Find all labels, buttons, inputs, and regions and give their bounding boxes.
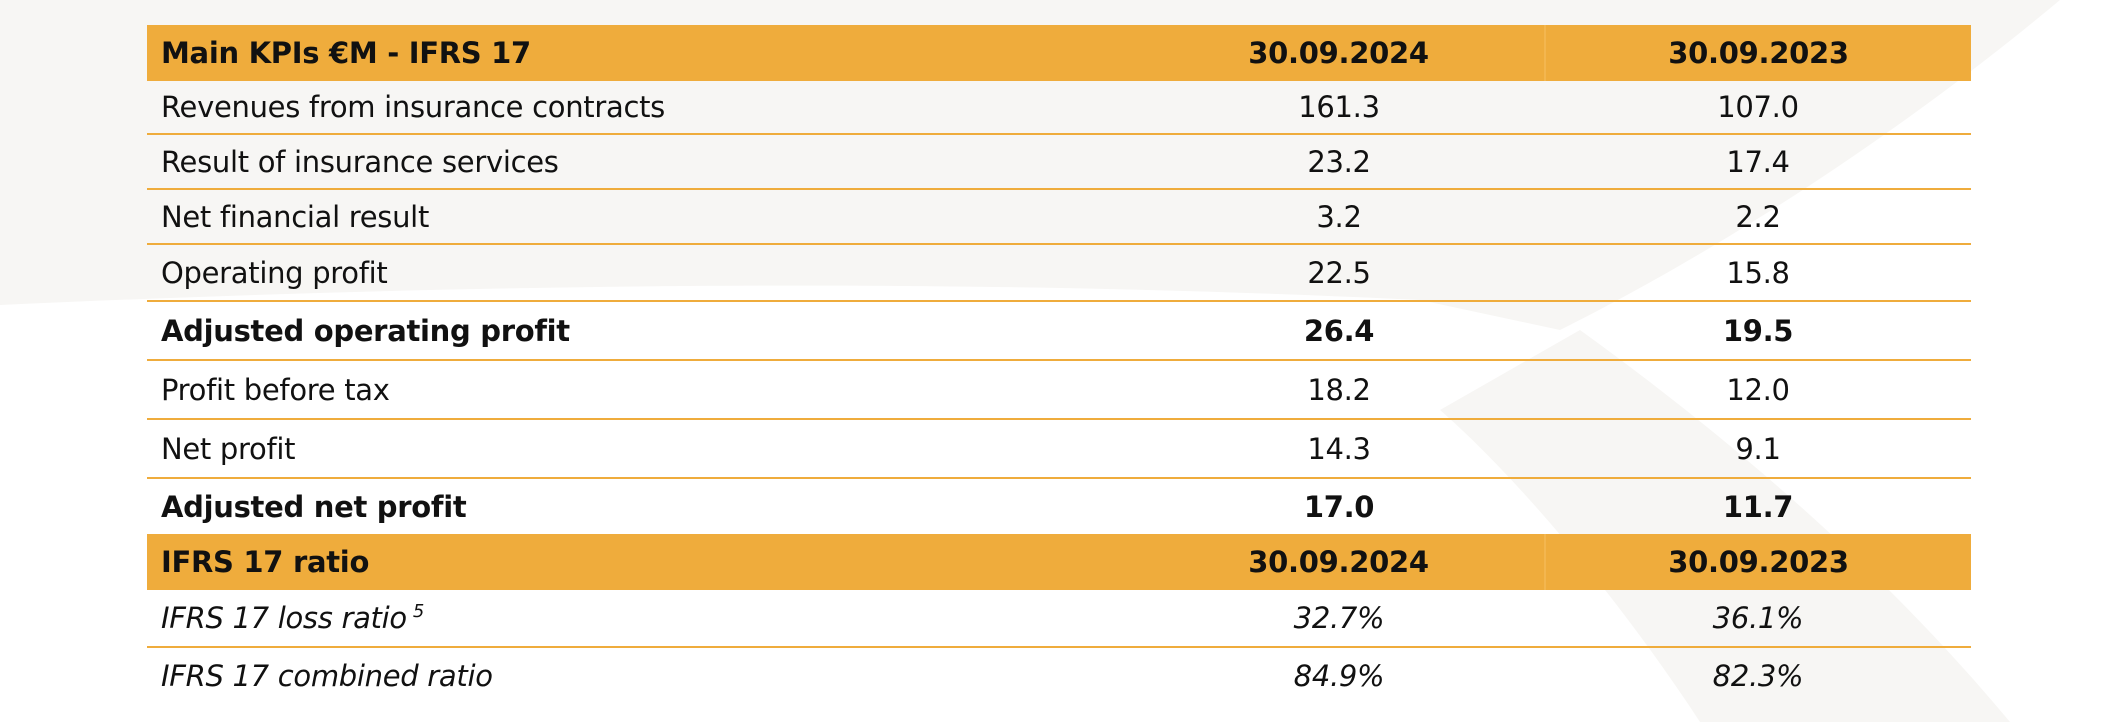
- row-value-2023: 12.0: [1545, 360, 1971, 420]
- row-value-2023: 19.5: [1545, 301, 1971, 361]
- row-label: Adjusted net profit: [161, 489, 467, 524]
- table-row: Result of insurance services 23.2 17.4: [147, 134, 1971, 190]
- row-value-2023: 107.0: [1545, 81, 1971, 135]
- table-row: Operating profit 22.5 15.8: [147, 244, 1971, 302]
- table-row: Adjusted net profit 17.0 11.7: [147, 478, 1971, 534]
- row-label: Profit before tax: [147, 360, 1133, 420]
- row-value-2024: 22.5: [1133, 244, 1545, 302]
- row-value-2023: 17.4: [1545, 134, 1971, 190]
- kpi-table: Main KPIs €M - IFRS 17 30.09.2024 30.09.…: [147, 25, 1971, 704]
- row-value-2023: 36.1%: [1545, 590, 1971, 648]
- row-label: IFRS 17 loss ratio: [161, 601, 407, 635]
- row-label: Revenues from insurance contracts: [147, 81, 1133, 135]
- ratio-header-row: IFRS 17 ratio 30.09.2024 30.09.2023: [147, 534, 1971, 590]
- kpi-header-row: Main KPIs €M - IFRS 17 30.09.2024 30.09.…: [147, 25, 1971, 81]
- table-row: Revenues from insurance contracts 161.3 …: [147, 81, 1971, 135]
- row-value-2024: 23.2: [1133, 134, 1545, 190]
- row-value-2024: 17.0: [1303, 489, 1375, 524]
- footnote-marker: 5: [412, 601, 424, 623]
- table-row: Net financial result 3.2 2.2: [147, 189, 1971, 245]
- ratio-header-col-2023: 30.09.2023: [1544, 534, 1971, 590]
- table-row: Profit before tax 18.2 12.0: [147, 360, 1971, 420]
- row-value-2023: 9.1: [1545, 419, 1971, 479]
- ratio-header-col-2024: 30.09.2024: [1133, 534, 1545, 590]
- table-row: Net profit 14.3 9.1: [147, 419, 1971, 479]
- row-value-2024: 3.2: [1133, 189, 1545, 245]
- table-row: Adjusted operating profit 26.4 19.5: [147, 301, 1971, 361]
- kpi-header-col-2023: 30.09.2023: [1544, 25, 1971, 81]
- row-value-2023: 2.2: [1545, 189, 1971, 245]
- ratio-header-label: IFRS 17 ratio: [147, 534, 1133, 590]
- row-value-2024: 84.9%: [1293, 659, 1385, 693]
- row-value-2024: 32.7%: [1133, 590, 1545, 648]
- row-value-2023: 11.7: [1722, 489, 1794, 524]
- row-label: Net financial result: [147, 189, 1133, 245]
- kpi-header-label: Main KPIs €M - IFRS 17: [147, 25, 1133, 81]
- row-value-2024: 161.3: [1133, 81, 1545, 135]
- row-value-2023: 15.8: [1545, 244, 1971, 302]
- table-row: IFRS 17 loss ratio 5 32.7% 36.1%: [147, 590, 1971, 648]
- kpi-header-col-2024: 30.09.2024: [1133, 25, 1545, 81]
- row-value-2024: 26.4: [1133, 301, 1545, 361]
- row-value-2024: 14.3: [1133, 419, 1545, 479]
- row-label: IFRS 17 combined ratio: [161, 659, 493, 693]
- row-value-2024: 18.2: [1133, 360, 1545, 420]
- row-value-2023: 82.3%: [1712, 659, 1804, 693]
- row-label: Operating profit: [147, 244, 1133, 302]
- table-row: IFRS 17 combined ratio 84.9% 82.3%: [147, 647, 1971, 704]
- row-label: Net profit: [147, 419, 1133, 479]
- row-label: Adjusted operating profit: [147, 301, 1133, 361]
- row-label: Result of insurance services: [147, 134, 1133, 190]
- row-label-cell: IFRS 17 loss ratio 5: [147, 590, 1133, 648]
